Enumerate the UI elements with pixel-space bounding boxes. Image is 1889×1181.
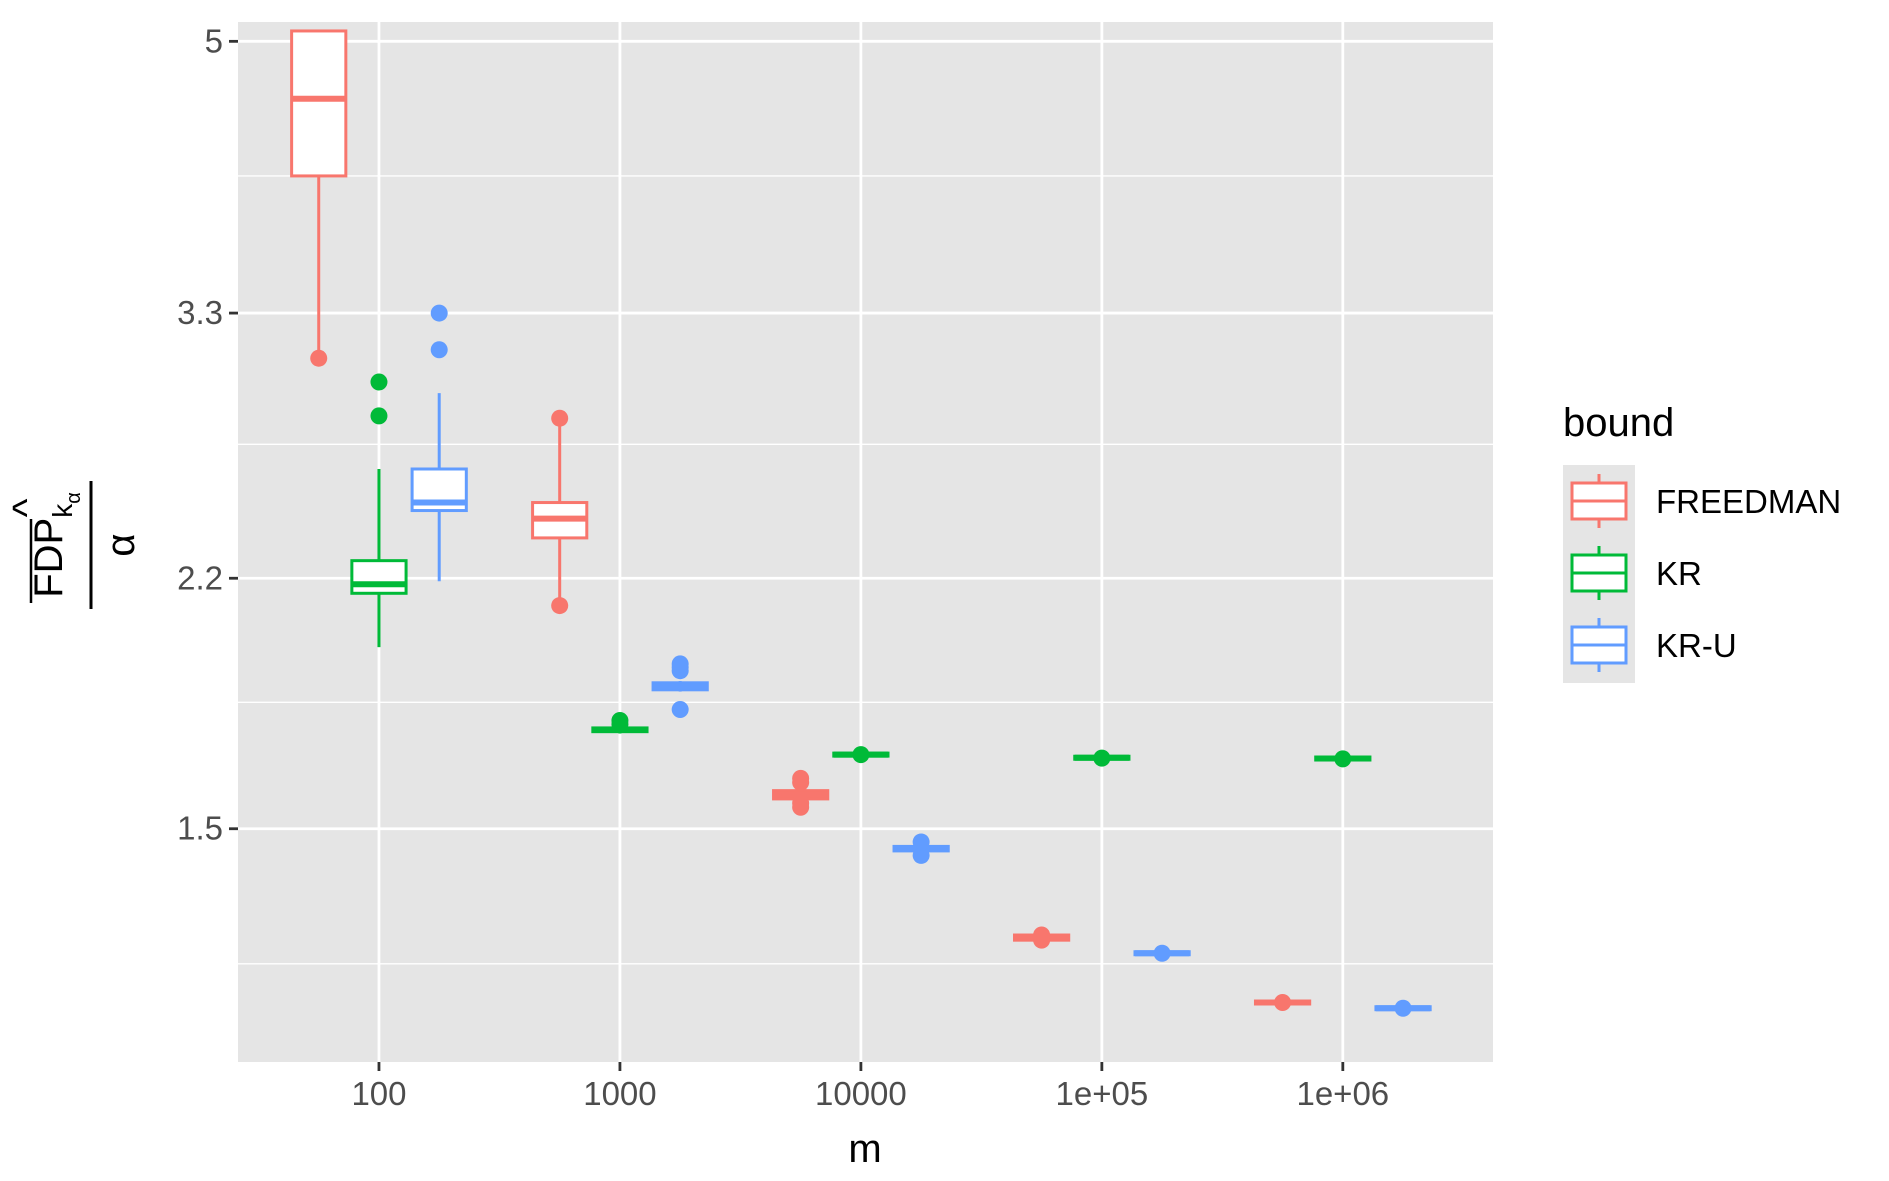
y-axis: 1.5 2.2 3.3 5 [177,22,238,847]
box [1314,750,1372,768]
box [1013,926,1071,949]
y-axis-title-hat: ^ [5,498,49,517]
outlier-point [430,341,448,359]
box [651,655,709,718]
x-tick-label: 10000 [815,1075,907,1112]
y-axis-title-denominator: α [99,533,143,556]
outlier-point [671,655,689,673]
outlier-point [1033,926,1051,944]
legend-key-kr: KR [1570,546,1702,600]
x-tick-label: 1e+06 [1296,1075,1389,1112]
legend-title: bound [1563,401,1674,445]
outlier-point [551,409,569,427]
box [531,409,589,615]
box [1253,994,1312,1012]
box [591,711,649,734]
box [892,833,950,864]
x-axis: 100 1000 10000 1e+05 1e+06 [351,1062,1389,1112]
boxplot-series [290,29,1432,1017]
y-tick-label: 5 [205,22,223,59]
outlier-point [1153,944,1171,962]
outlier-point [792,794,810,812]
outlier-point [370,407,388,425]
outlier-point [1274,994,1292,1012]
box-iqr [290,29,348,178]
outlier-point [671,700,689,718]
box [772,769,830,816]
legend: bound FREEDMAN KR KR-U [1563,401,1841,683]
x-axis-title: m [848,1127,881,1171]
outlier-point [1394,999,1412,1017]
minor-gridlines [238,175,1493,965]
outlier-point [310,349,328,367]
legend-key-freedman: FREEDMAN [1570,474,1841,528]
outlier-point [551,597,569,615]
y-axis-title-alpha-sub: α [63,492,85,504]
outlier-point [792,769,810,787]
box-iqr [350,559,408,595]
y-axis-title-k: k [47,503,78,518]
legend-label: KR-U [1656,627,1737,664]
box [410,304,468,582]
legend-label: KR [1656,555,1702,592]
y-tick-label: 3.3 [177,294,223,331]
x-tick-label: 1000 [583,1075,656,1112]
x-tick-label: 1e+05 [1056,1075,1149,1112]
outlier-point [912,846,930,864]
x-tick-label: 100 [351,1075,406,1112]
y-tick-label: 1.5 [177,810,223,847]
y-axis-title-fdp: FDP [27,518,71,598]
outlier-point [611,711,629,729]
y-axis-title: FDPkα ^ α [5,481,143,609]
box [350,373,408,648]
box [832,746,890,764]
outlier-point [430,304,448,322]
box [290,29,348,367]
series-freedman [290,29,1312,1012]
outlier-point [370,373,388,391]
outlier-point [1334,750,1352,768]
panel-background [238,22,1493,1062]
outlier-point [1093,749,1111,767]
y-axis-title-numerator: FDPkα [27,492,85,598]
legend-label: FREEDMAN [1656,483,1841,520]
series-kr [350,373,1372,768]
y-tick-label: 2.2 [177,559,223,596]
legend-key-kr-u: KR-U [1570,618,1737,672]
box [1374,999,1432,1017]
box [1073,749,1131,767]
series-kr-u [410,304,1432,1017]
outlier-point [852,746,870,764]
legend-keys: FREEDMAN KR KR-U [1570,474,1841,672]
box [1133,944,1191,962]
outlier-point [912,833,930,851]
